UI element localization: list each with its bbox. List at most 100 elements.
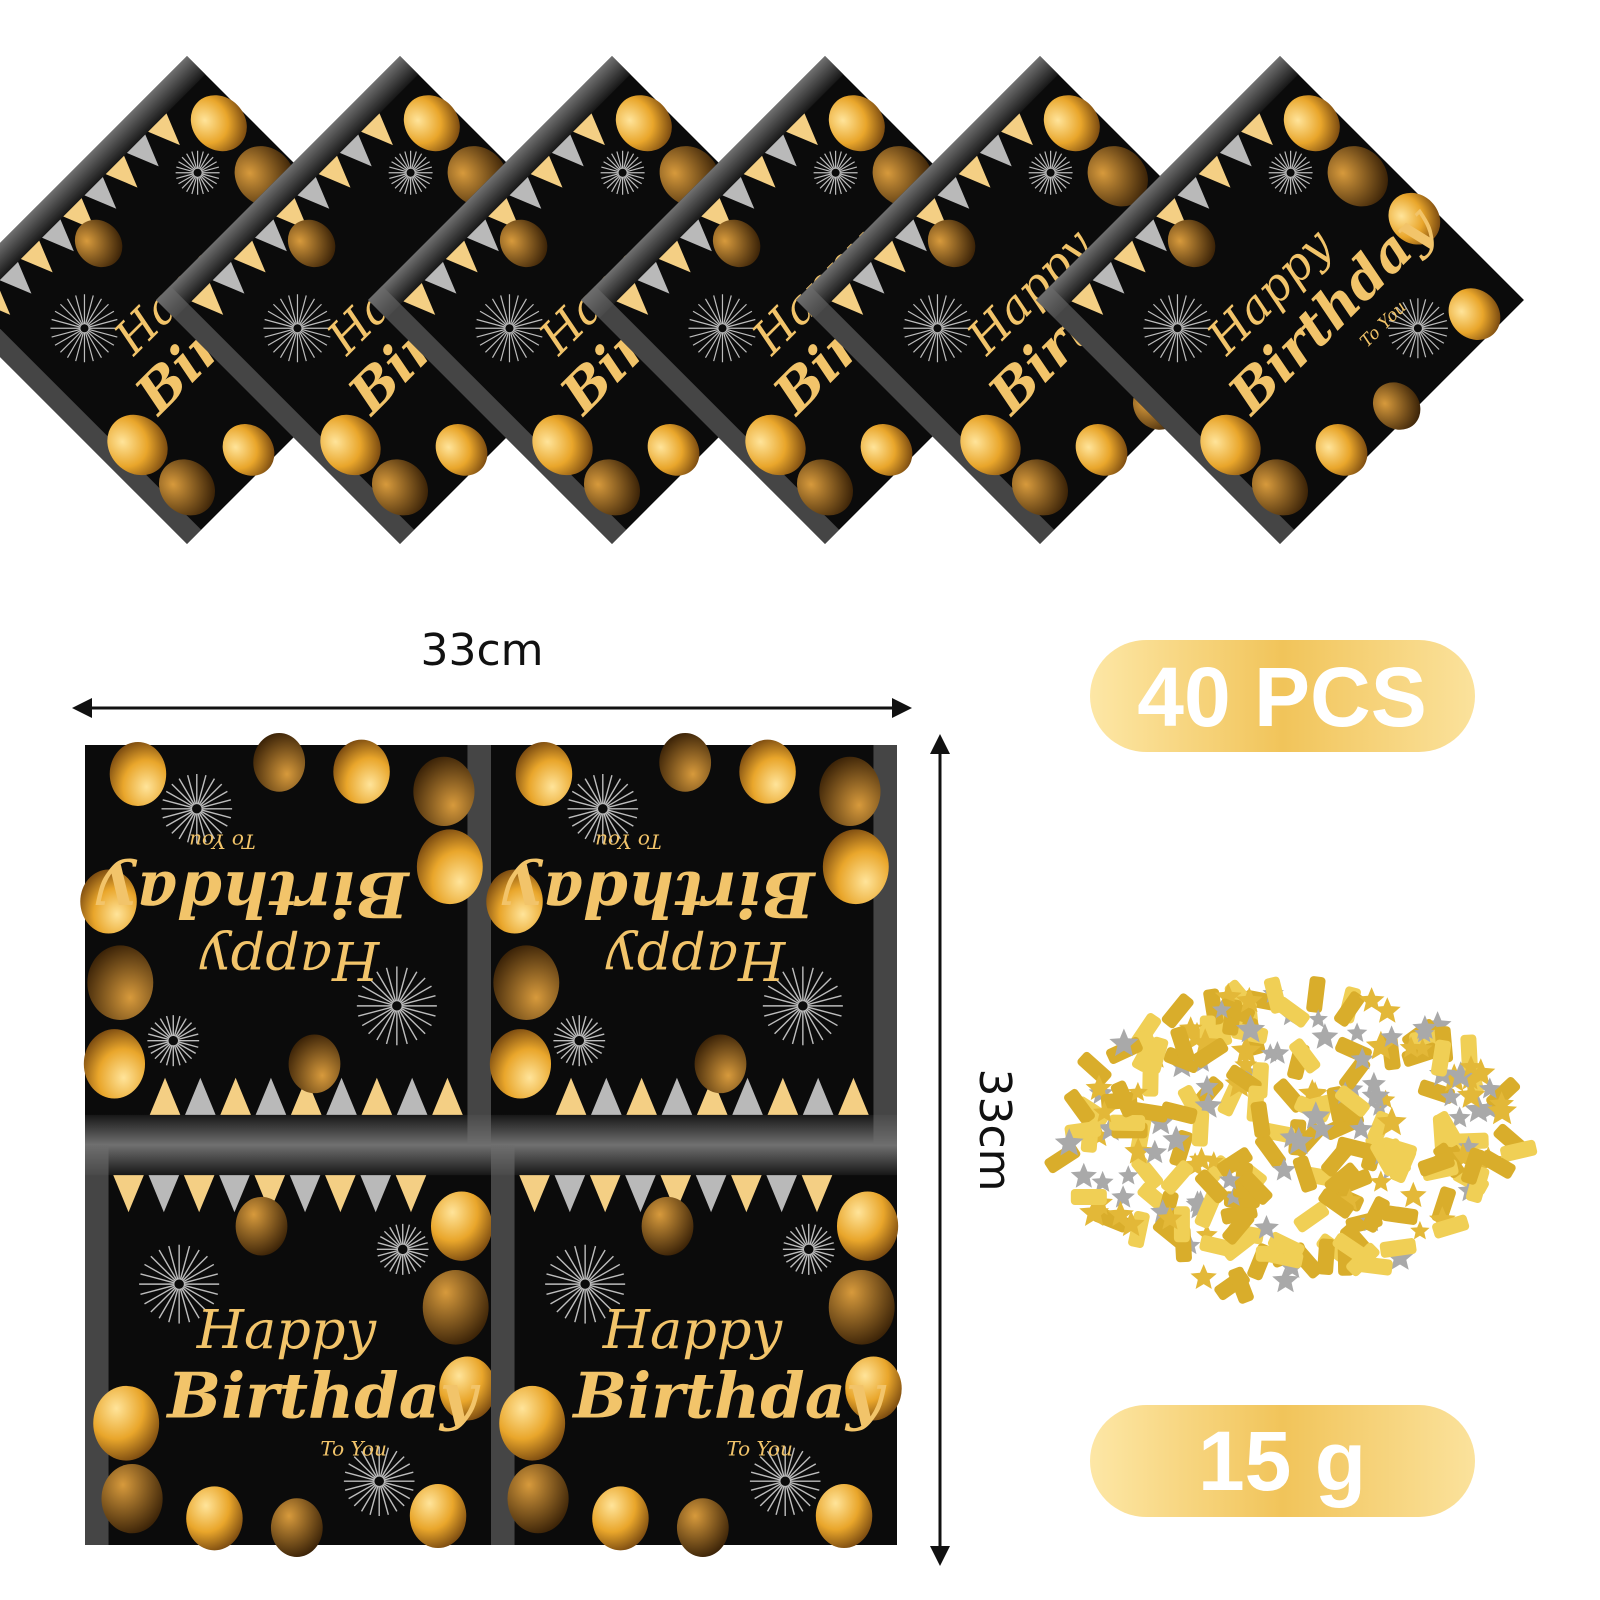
confetti-star [1380, 1025, 1403, 1047]
balloon [1011, 459, 1069, 516]
firework-ray [144, 1285, 176, 1305]
firework-ray [404, 1226, 417, 1246]
firework-ray [550, 1263, 582, 1283]
firework-ray [165, 810, 194, 827]
firework-ray [801, 1224, 809, 1246]
firework-ray [54, 310, 82, 327]
confetti-star [1279, 1125, 1304, 1148]
firework-ray [814, 173, 832, 179]
firework-ray [168, 1245, 179, 1280]
firework-ray [279, 298, 296, 326]
firework-ray [389, 173, 407, 179]
bunting-flag [113, 1175, 144, 1213]
bunting-flag [1198, 155, 1231, 188]
firework-ray [198, 778, 216, 806]
firework-ray [1177, 331, 1187, 362]
confetti-star [1349, 1117, 1373, 1140]
bunting-flag [852, 261, 885, 294]
napkin-text: To You [320, 1438, 387, 1461]
firework-ray [623, 151, 629, 170]
firework-ray [83, 294, 86, 325]
firework-ray [379, 1485, 390, 1516]
glitter-band [581, 285, 840, 544]
firework-ray [839, 166, 858, 173]
confetti-star [1190, 1264, 1217, 1289]
bunting-flag [424, 261, 457, 294]
balloon [190, 95, 247, 152]
firework-ray [940, 310, 968, 327]
firework-ray [66, 298, 83, 326]
firework-ray [369, 1447, 379, 1477]
confetti-star [1365, 1030, 1396, 1060]
firework-ray [1153, 303, 1176, 326]
bunting-flag [1135, 219, 1167, 252]
firework-ray [140, 1284, 175, 1296]
bunting-flag [731, 1175, 762, 1213]
balloon [371, 459, 429, 516]
firework-ray [824, 175, 835, 193]
bunting-flag [766, 1175, 797, 1213]
firework-ray [414, 173, 433, 179]
firework-ray [175, 1044, 187, 1064]
confetti-star [1358, 987, 1385, 1012]
firework-ray [1179, 303, 1202, 326]
firework-ray [1387, 327, 1414, 329]
firework-ray [785, 1485, 796, 1516]
firework-ray [582, 1022, 599, 1038]
balloon [93, 1385, 160, 1461]
balloon [796, 459, 854, 516]
firework-ray [766, 1484, 784, 1512]
firework-ray [589, 1284, 624, 1296]
balloon [74, 219, 123, 268]
confetti-piece [1332, 1232, 1369, 1264]
glitter-band [368, 285, 627, 544]
firework-ray [176, 1043, 193, 1060]
firework-ray [1159, 298, 1176, 326]
firework-ray [200, 161, 217, 172]
firework-ray [301, 327, 332, 329]
balloon [83, 1029, 146, 1099]
firework-ray [836, 176, 842, 195]
confetti-piece [1461, 1147, 1486, 1185]
firework-ray [1388, 319, 1415, 328]
firework-ray [698, 303, 721, 326]
confetti-star [1093, 1100, 1116, 1123]
firework-ray [85, 331, 102, 359]
firework-ray [1053, 161, 1070, 172]
firework-ray [804, 971, 824, 1003]
bunting-flag [732, 1077, 763, 1115]
confetti-star [1361, 1071, 1386, 1095]
glitter-band [368, 56, 631, 319]
firework-ray [403, 1224, 411, 1246]
firework-ray [725, 329, 753, 346]
firework-ray [404, 1253, 417, 1272]
firework-ray [412, 153, 423, 170]
firework-ray [936, 294, 939, 325]
firework-ray [361, 985, 394, 1005]
balloon [403, 95, 460, 152]
firework-ray [368, 977, 395, 1004]
firework-ray [176, 166, 194, 173]
confetti-star [1162, 1125, 1191, 1152]
firework-ray [411, 151, 417, 170]
bunting-flag [289, 1175, 321, 1213]
bunting-flag [767, 1077, 799, 1115]
firework-ray [1279, 175, 1290, 193]
firework-ray [571, 1015, 579, 1037]
balloon [592, 1486, 649, 1551]
firework-ray [1292, 153, 1303, 170]
balloon [745, 414, 806, 476]
firework-ray [568, 809, 599, 819]
bunting-flag [764, 134, 797, 167]
firework-ray [625, 161, 642, 172]
firework-ray [368, 1008, 395, 1035]
confetti-piece [1160, 1160, 1194, 1195]
balloon [409, 1484, 467, 1549]
confetti-piece [1381, 1205, 1419, 1225]
confetti-piece [1292, 1155, 1318, 1193]
bunting-flag [786, 113, 818, 146]
balloon [507, 1463, 569, 1534]
